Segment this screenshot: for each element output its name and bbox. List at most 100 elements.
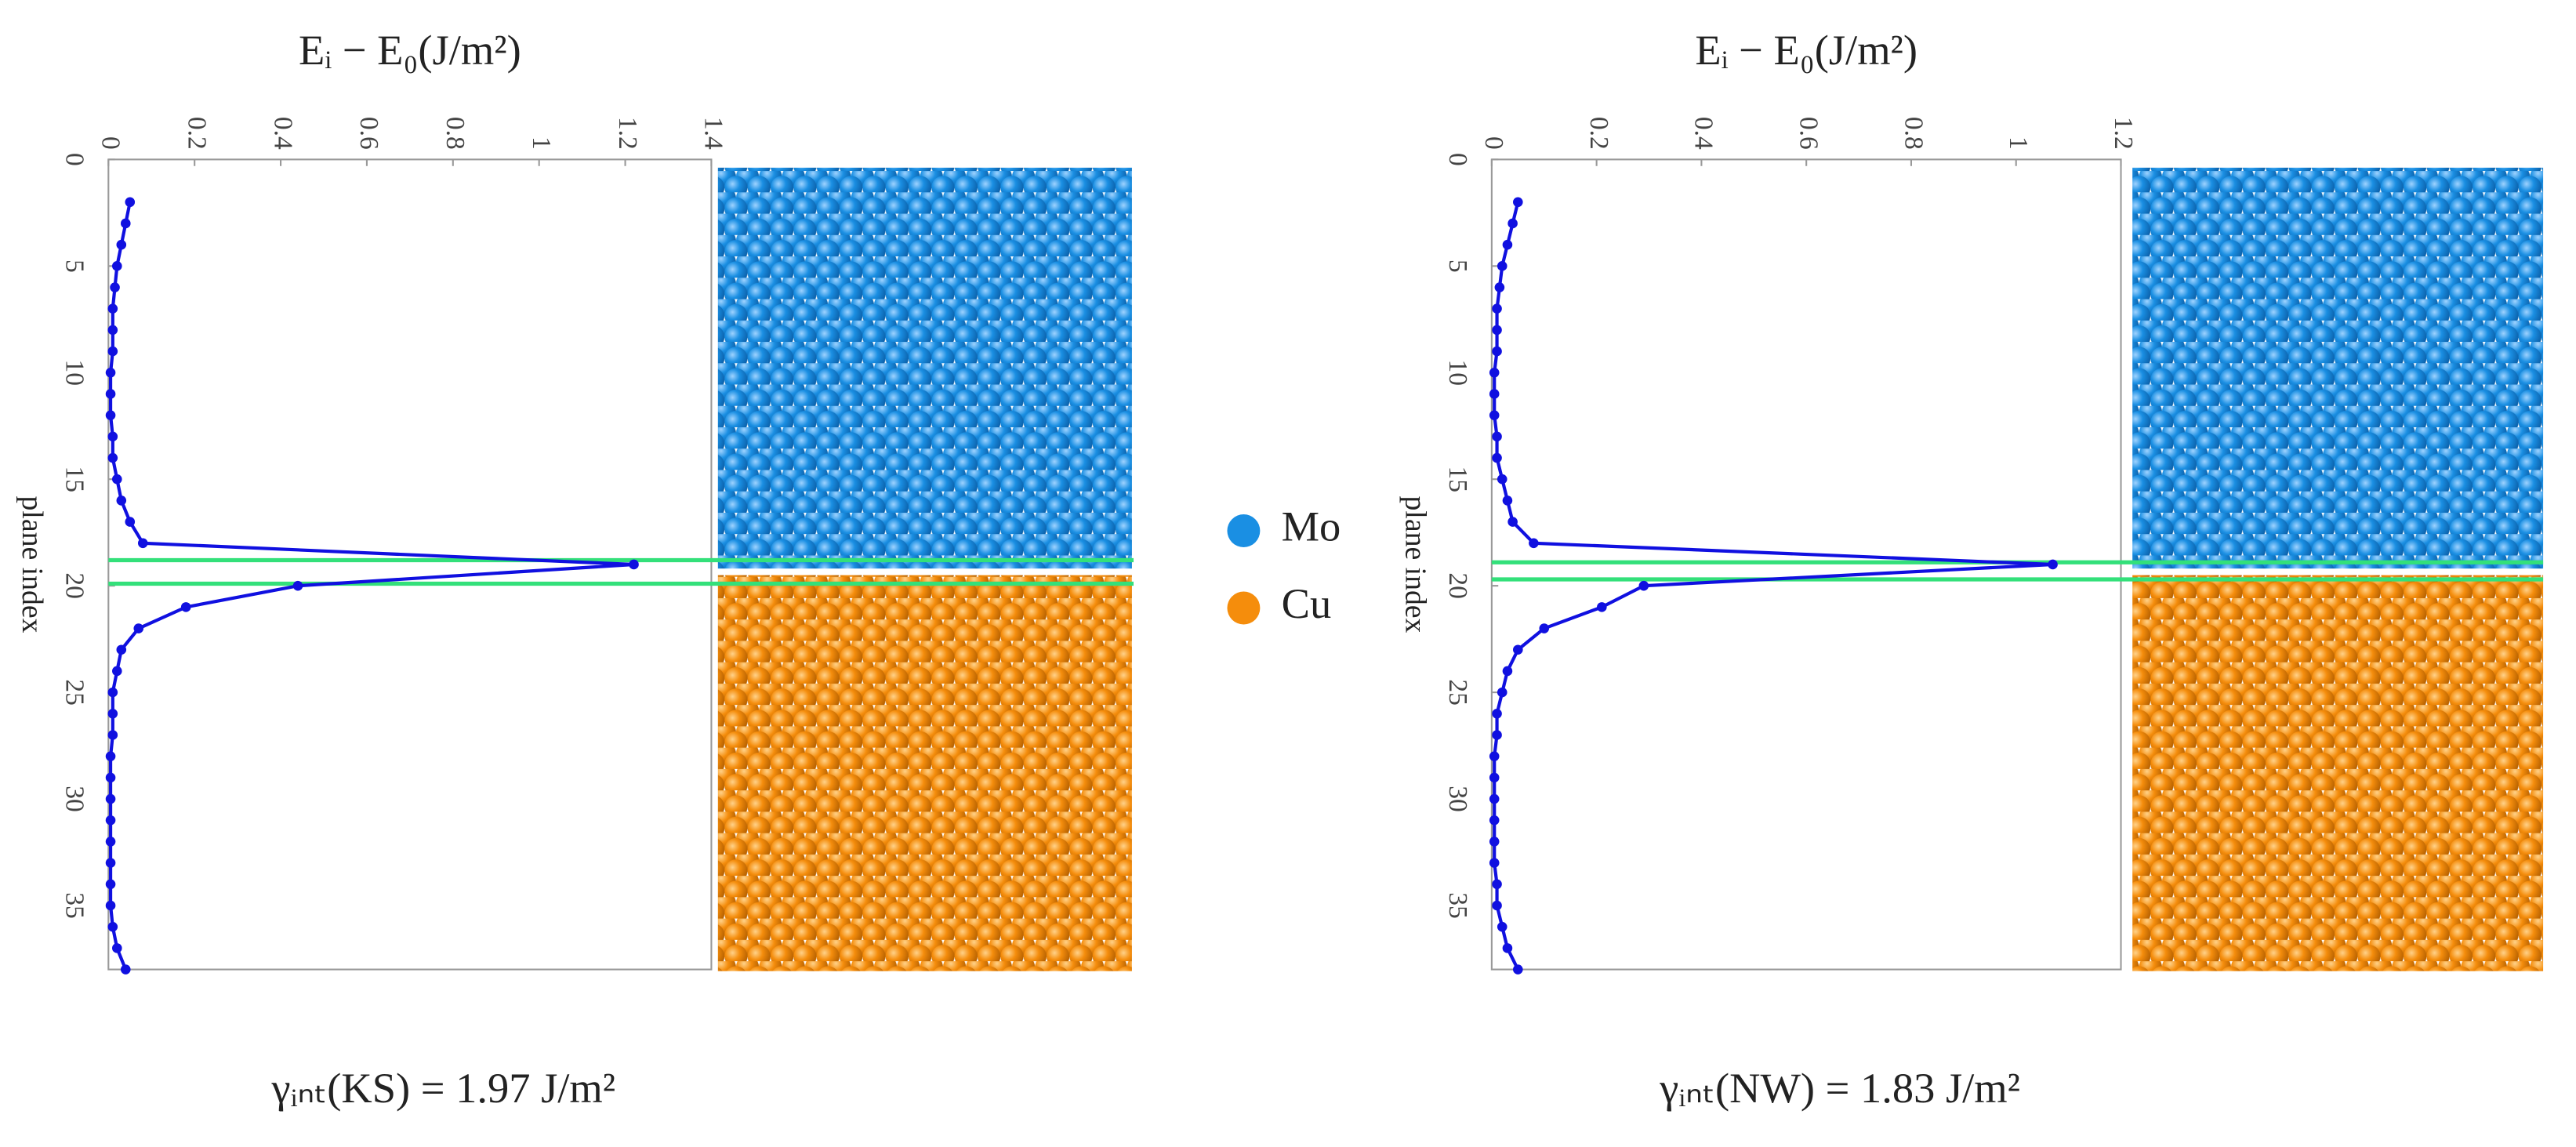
data-point [107, 921, 118, 932]
data-point [629, 559, 639, 570]
data-point [1513, 197, 1523, 208]
data-point [1502, 943, 1513, 953]
data-point [1489, 367, 1500, 378]
x-tick-label: 0.8 [441, 117, 470, 150]
data-point [107, 730, 118, 740]
x-tick-label: 0.8 [1899, 117, 1928, 150]
y-tick-label: 5 [60, 260, 89, 273]
data-point [116, 239, 127, 250]
x-tick-label: 1 [2004, 136, 2033, 150]
legend-swatch [1227, 514, 1261, 547]
data-point [105, 793, 116, 804]
y-tick-label: 35 [1443, 892, 1472, 919]
data-point [1529, 538, 1539, 549]
data-point [292, 580, 303, 591]
y-tick-label: 15 [1443, 466, 1472, 492]
y-tick-label: 30 [60, 786, 89, 812]
data-point [180, 602, 191, 612]
data-point [125, 197, 136, 208]
data-point [107, 452, 118, 463]
data-point [1492, 900, 1502, 911]
plot-frame [107, 158, 713, 971]
data-point [1492, 709, 1502, 719]
data-point [1489, 772, 1500, 783]
data-point [1489, 858, 1500, 868]
data-point [133, 623, 144, 633]
data-point [1489, 751, 1500, 761]
data-point [107, 346, 118, 357]
data-point [1492, 879, 1502, 890]
legend-swatch [1227, 591, 1261, 625]
y-tick-label: 25 [1443, 679, 1472, 706]
data-point [1502, 666, 1513, 677]
data-point [105, 879, 116, 890]
data-point [116, 495, 127, 506]
data-line [1493, 201, 2053, 971]
cu-atoms [2132, 575, 2544, 971]
data-point [1492, 346, 1502, 357]
cu-atoms [717, 575, 1132, 971]
x-tick-label: 1 [527, 136, 556, 150]
data-point [112, 943, 122, 953]
data-point [105, 815, 116, 826]
x-tick-label: 1.4 [699, 117, 728, 150]
data-point [107, 687, 118, 698]
data-point [1513, 964, 1523, 975]
data-line [108, 201, 634, 971]
data-point [112, 666, 122, 677]
data-point [1492, 452, 1502, 463]
data-point [1539, 623, 1550, 633]
x-tick-label: 0.2 [182, 117, 211, 150]
y-tick-label: 0 [60, 153, 89, 166]
x-tick-label: 1.2 [613, 117, 642, 150]
y-tick-label: 30 [1443, 786, 1472, 812]
data-point [1497, 474, 1508, 485]
data-point [137, 538, 148, 549]
data-point [1492, 325, 1502, 336]
y-axis-label: plane index [1399, 496, 1432, 633]
data-point [121, 218, 131, 229]
x-tick-label: 0.6 [1794, 117, 1823, 150]
data-point [125, 517, 136, 527]
y-tick-label: 25 [60, 679, 89, 706]
data-point [107, 709, 118, 719]
data-point [1489, 410, 1500, 420]
data-point [105, 751, 116, 761]
legend-label: Cu [1282, 579, 1332, 627]
data-point [105, 900, 116, 911]
legend-label: Mo [1282, 503, 1341, 550]
axis-title: Eᵢ − E₀(J/m²) [1695, 26, 1917, 74]
data-point [1489, 389, 1500, 399]
data-point [105, 410, 116, 420]
data-point [1497, 687, 1508, 698]
data-point [112, 474, 122, 485]
data-point [105, 389, 116, 399]
data-point [1502, 239, 1513, 250]
x-tick-label: 1.2 [2109, 117, 2138, 150]
mo-atoms [2132, 167, 2544, 569]
data-point [1638, 580, 1649, 591]
data-point [112, 261, 122, 271]
data-point [1497, 261, 1508, 271]
data-point [121, 964, 131, 975]
data-point [1502, 495, 1513, 506]
y-tick-label: 20 [60, 572, 89, 599]
data-point [105, 367, 116, 378]
annotation: γᵢₙₜ(KS) = 1.97 J/m² [271, 1064, 616, 1112]
data-point [107, 303, 118, 314]
axis-title: Eᵢ − E₀(J/m²) [299, 26, 521, 74]
y-tick-label: 5 [1443, 260, 1472, 273]
data-point [1494, 282, 1505, 292]
data-point [1492, 303, 1502, 314]
data-point [105, 837, 116, 847]
data-point [1492, 730, 1502, 740]
y-axis-label: plane index [16, 496, 49, 633]
data-point [105, 858, 116, 868]
data-point [1597, 602, 1607, 612]
mo-atoms [717, 167, 1132, 569]
annotation: γᵢₙₜ(NW) = 1.83 J/m² [1659, 1064, 2020, 1112]
y-tick-label: 0 [1443, 153, 1472, 166]
x-tick-label: 0.6 [354, 117, 383, 150]
data-point [1497, 921, 1508, 932]
y-tick-label: 35 [60, 892, 89, 919]
